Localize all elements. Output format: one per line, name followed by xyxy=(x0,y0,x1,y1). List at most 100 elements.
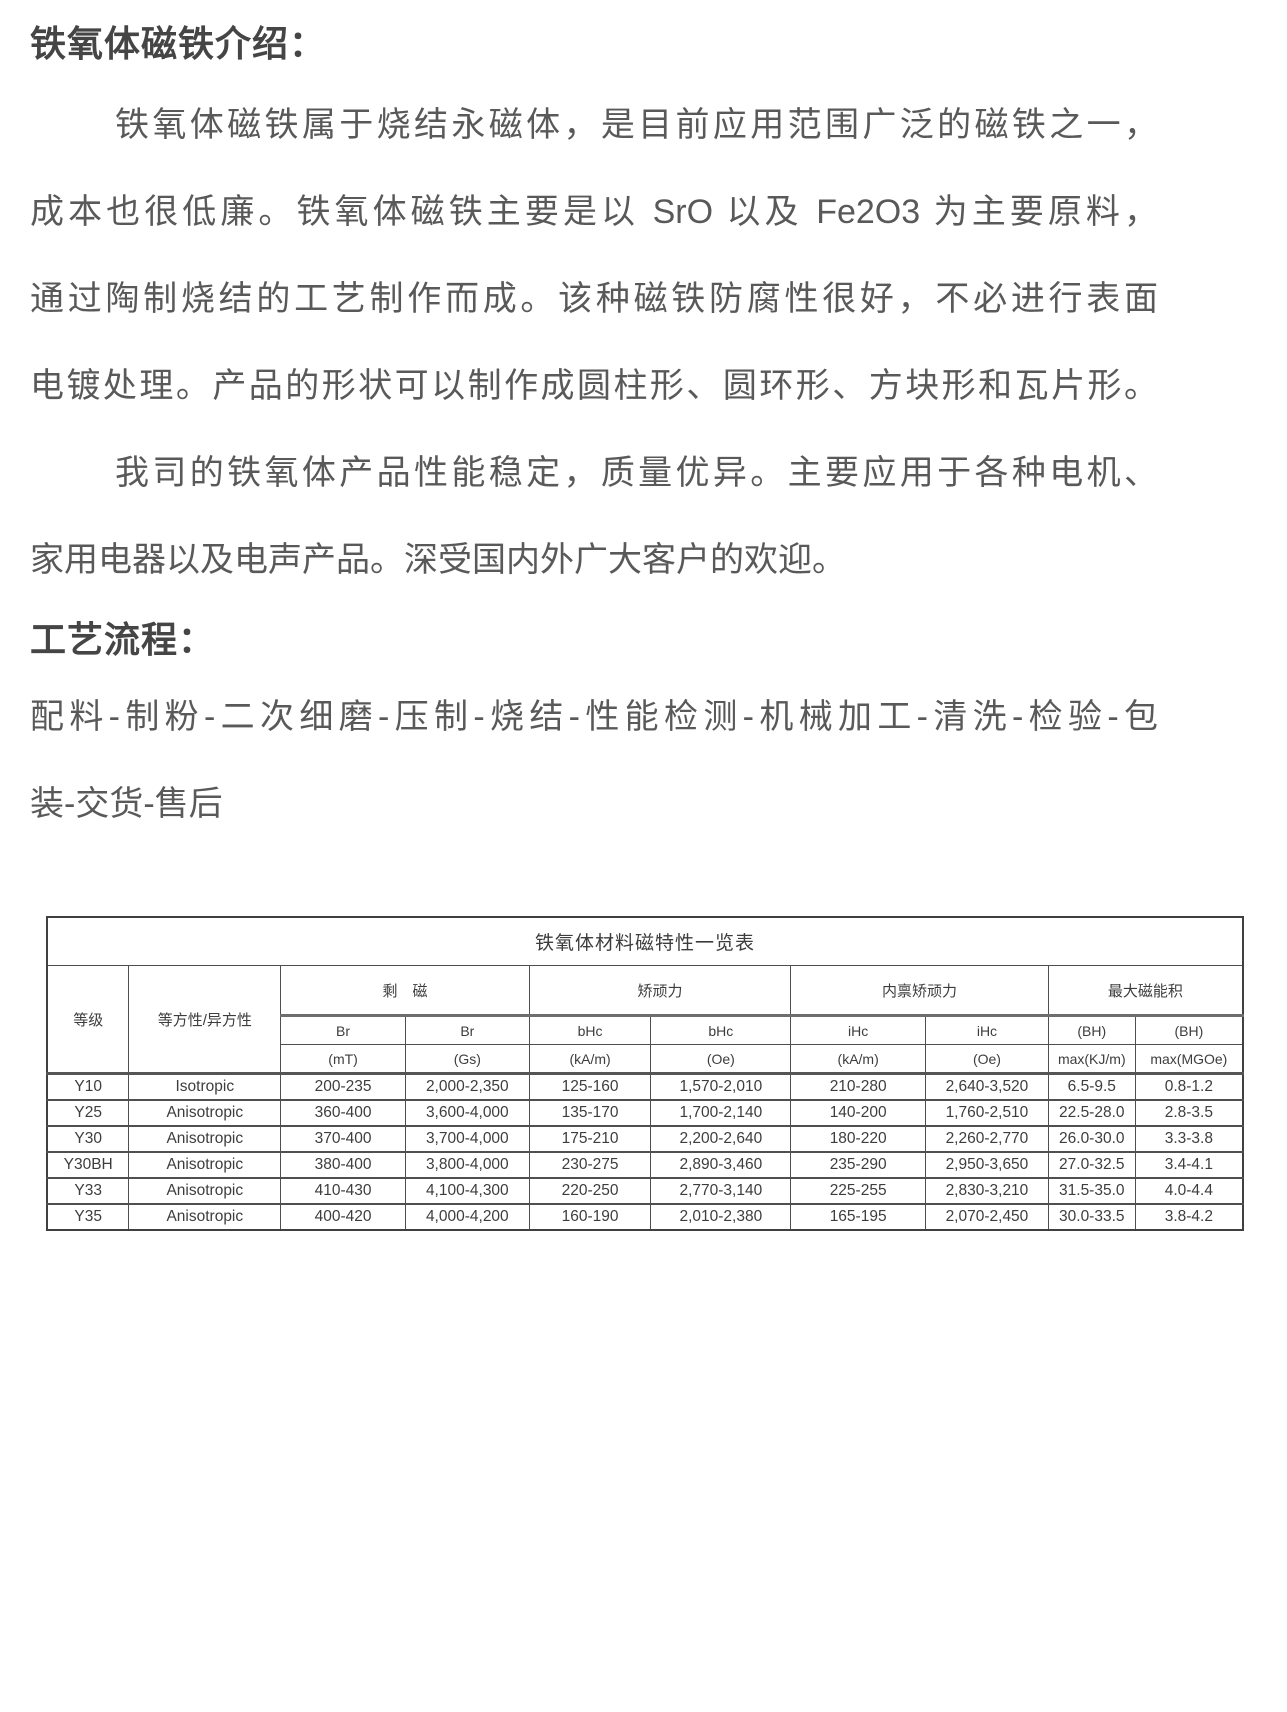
table-row: Y25 Anisotropic 360-400 3,600-4,000 135-170 1… xyxy=(46,1099,1244,1127)
table-cell: 22.5-28.0 xyxy=(1047,1099,1136,1127)
table-cell: Anisotropic xyxy=(128,1177,282,1205)
table-row: Y33 Anisotropic 410-430 4,100-4,300 220-250 2… xyxy=(46,1177,1244,1205)
table-cell: 160-190 xyxy=(528,1203,652,1231)
table-cell: 30.0-33.5 xyxy=(1047,1203,1136,1231)
unit-gs: (Gs) xyxy=(404,1044,530,1074)
table-sub-header-row: Br Br bHc bHc iHc iHc (BH) (BH) xyxy=(47,1015,1244,1045)
table-cell: 26.0-30.0 xyxy=(1047,1125,1136,1153)
intro-heading: 铁氧体磁铁介绍： xyxy=(30,23,327,64)
col-group-coercivity: 矫顽力 xyxy=(528,965,792,1017)
paragraph-line: 电镀处理。产品的形状可以制作成圆柱形、圆环形、方块形和瓦片形。 xyxy=(30,367,1158,405)
table-cell: 2,010-2,380 xyxy=(650,1203,792,1231)
table-cell: 360-400 xyxy=(280,1099,406,1127)
paragraph-line: 配料-制粉-二次细磨-压制-烧结-性能检测-机械加工-清洗-检验-包 xyxy=(30,698,1158,736)
table-cell: 200-235 xyxy=(280,1072,406,1101)
table-cell: 3,700-4,000 xyxy=(404,1125,530,1153)
table-cell: 2,260-2,770 xyxy=(925,1125,1049,1153)
unit-oe-2: (Oe) xyxy=(925,1044,1049,1074)
unit-kam-2: (kA/m) xyxy=(790,1044,927,1074)
table-cell: 2,950-3,650 xyxy=(925,1151,1049,1179)
col-header-isotropy: 等方性/异方性 xyxy=(128,965,282,1074)
table-cell: Y30 xyxy=(46,1125,130,1153)
col-header-bhc-kam: bHc xyxy=(528,1015,652,1045)
table-cell: 1,570-2,010 xyxy=(650,1072,792,1101)
col-header-grade: 等级 xyxy=(46,965,130,1074)
paragraph-line: 通过陶制烧结的工艺制作而成。该种磁铁防腐性很好，不必进行表面 xyxy=(30,280,1158,318)
table-cell: Anisotropic xyxy=(128,1099,282,1127)
paragraph-line: 装-交货-售后 xyxy=(30,785,223,823)
table-cell: 2,640-3,520 xyxy=(925,1072,1049,1101)
table-cell: 140-200 xyxy=(790,1099,927,1127)
table-cell: 220-250 xyxy=(528,1177,652,1205)
table-cell: 235-290 xyxy=(790,1151,927,1179)
table-cell: 2,000-2,350 xyxy=(404,1072,530,1101)
table-cell: 4,000-4,200 xyxy=(404,1203,530,1231)
table-cell: 210-280 xyxy=(790,1072,927,1101)
col-header-bh-mgoe: (BH) xyxy=(1134,1015,1244,1045)
table-cell: Y33 xyxy=(46,1177,130,1205)
table-cell: 6.5-9.5 xyxy=(1047,1072,1136,1101)
intro-paragraph-1: 铁氧体磁铁属于烧结永磁体，是目前应用范围广泛的磁铁之一， 成本也很低廉。铁氧体磁… xyxy=(30,82,1158,430)
table-cell: 2,890-3,460 xyxy=(650,1151,792,1179)
table-body: Y10 Isotropic 200-235 2,000-2,350 125-160 1,5… xyxy=(46,1072,1244,1231)
table-cell: 2,070-2,450 xyxy=(925,1203,1049,1231)
table-group-header-row: 等级 等方性/异方性 剩 磁 矫顽力 内禀矫顽力 最大磁能积 xyxy=(46,965,1244,1074)
table-title: 铁氧体材料磁特性一览表 xyxy=(46,916,1244,966)
table-cell: 230-275 xyxy=(528,1151,652,1179)
table-cell: 180-220 xyxy=(790,1125,927,1153)
table-cell: 165-195 xyxy=(790,1203,927,1231)
table-unit-header-row: (mT) (Gs) (kA/m) (Oe) (kA/m) (Oe) max(KJ… xyxy=(47,1044,1244,1074)
table-cell: 225-255 xyxy=(790,1177,927,1205)
table-cell: 3.8-4.2 xyxy=(1134,1203,1244,1231)
paragraph-line: 铁氧体磁铁属于烧结永磁体，是目前应用范围广泛的磁铁之一， xyxy=(115,106,1158,144)
document-body: 铁氧体磁铁介绍： 铁氧体磁铁属于烧结永磁体，是目前应用范围广泛的磁铁之一， 成本… xyxy=(0,22,1287,1231)
table-cell: 400-420 xyxy=(280,1203,406,1231)
table-cell: 27.0-32.5 xyxy=(1047,1151,1136,1179)
col-header-bh-kjm: (BH) xyxy=(1047,1015,1136,1045)
table-cell: 2,830-3,210 xyxy=(925,1177,1049,1205)
col-group-max-energy-product: 最大磁能积 xyxy=(1047,965,1244,1017)
table-cell: Anisotropic xyxy=(128,1151,282,1179)
table-row: Y35 Anisotropic 400-420 4,000-4,200 160-190 2… xyxy=(46,1203,1244,1231)
col-group-intrinsic-coercivity: 内禀矫顽力 xyxy=(790,965,1049,1017)
table-cell: Y10 xyxy=(46,1072,130,1101)
table-title-row: 铁氧体材料磁特性一览表 xyxy=(46,916,1244,966)
unit-kam-1: (kA/m) xyxy=(528,1044,652,1074)
table-cell: 2,200-2,640 xyxy=(650,1125,792,1153)
intro-paragraph-2: 我司的铁氧体产品性能稳定，质量优异。主要应用于各种电机、 家用电器以及电声产品。… xyxy=(30,430,1158,604)
unit-oe-1: (Oe) xyxy=(650,1044,792,1074)
col-header-ihc-oe: iHc xyxy=(925,1015,1049,1045)
process-paragraph: 配料-制粉-二次细磨-压制-烧结-性能检测-机械加工-清洗-检验-包 装-交货-… xyxy=(30,674,1158,848)
unit-mt: (mT) xyxy=(280,1044,406,1074)
paragraph-line: 成本也很低廉。铁氧体磁铁主要是以 SrO 以及 Fe2O3 为主要原料， xyxy=(30,193,1158,231)
table-cell: 135-170 xyxy=(528,1099,652,1127)
table-cell: 175-210 xyxy=(528,1125,652,1153)
table-cell: 2,770-3,140 xyxy=(650,1177,792,1205)
col-header-br-mt: Br xyxy=(280,1015,406,1045)
table-row: Y10 Isotropic 200-235 2,000-2,350 125-160 1,5… xyxy=(46,1072,1244,1101)
col-header-br-gs: Br xyxy=(404,1015,530,1045)
table-cell: 2.8-3.5 xyxy=(1134,1099,1244,1127)
table-cell: 380-400 xyxy=(280,1151,406,1179)
table-cell: 410-430 xyxy=(280,1177,406,1205)
paragraph-line: 家用电器以及电声产品。深受国内外广大客户的欢迎。 xyxy=(30,541,846,579)
table-cell: 3.4-4.1 xyxy=(1134,1151,1244,1179)
col-group-remanence: 剩 磁 xyxy=(280,965,530,1017)
paragraph-line: 我司的铁氧体产品性能稳定，质量优异。主要应用于各种电机、 xyxy=(115,454,1158,492)
table-cell: 1,700-2,140 xyxy=(650,1099,792,1127)
table-row: Y30 Anisotropic 370-400 3,700-4,000 175-210 2… xyxy=(46,1125,1244,1153)
table-cell: Anisotropic xyxy=(128,1125,282,1153)
table-cell: 4.0-4.4 xyxy=(1134,1177,1244,1205)
table-cell: 125-160 xyxy=(528,1072,652,1101)
col-header-ihc-kam: iHc xyxy=(790,1015,927,1045)
table-cell: 3.3-3.8 xyxy=(1134,1125,1244,1153)
table-cell: Anisotropic xyxy=(128,1203,282,1231)
table-cell: 1,760-2,510 xyxy=(925,1099,1049,1127)
table-cell: 370-400 xyxy=(280,1125,406,1153)
ferrite-properties-table: 铁氧体材料磁特性一览表 等级 等方性/异方性 剩 磁 矫顽力 内禀矫顽力 最大磁… xyxy=(46,916,1244,1231)
unit-max-mgoe: max(MGOe) xyxy=(1134,1044,1244,1074)
table-cell: Isotropic xyxy=(128,1072,282,1101)
process-heading: 工艺流程： xyxy=(30,619,216,660)
table-cell: 3,600-4,000 xyxy=(404,1099,530,1127)
table-cell: Y25 xyxy=(46,1099,130,1127)
